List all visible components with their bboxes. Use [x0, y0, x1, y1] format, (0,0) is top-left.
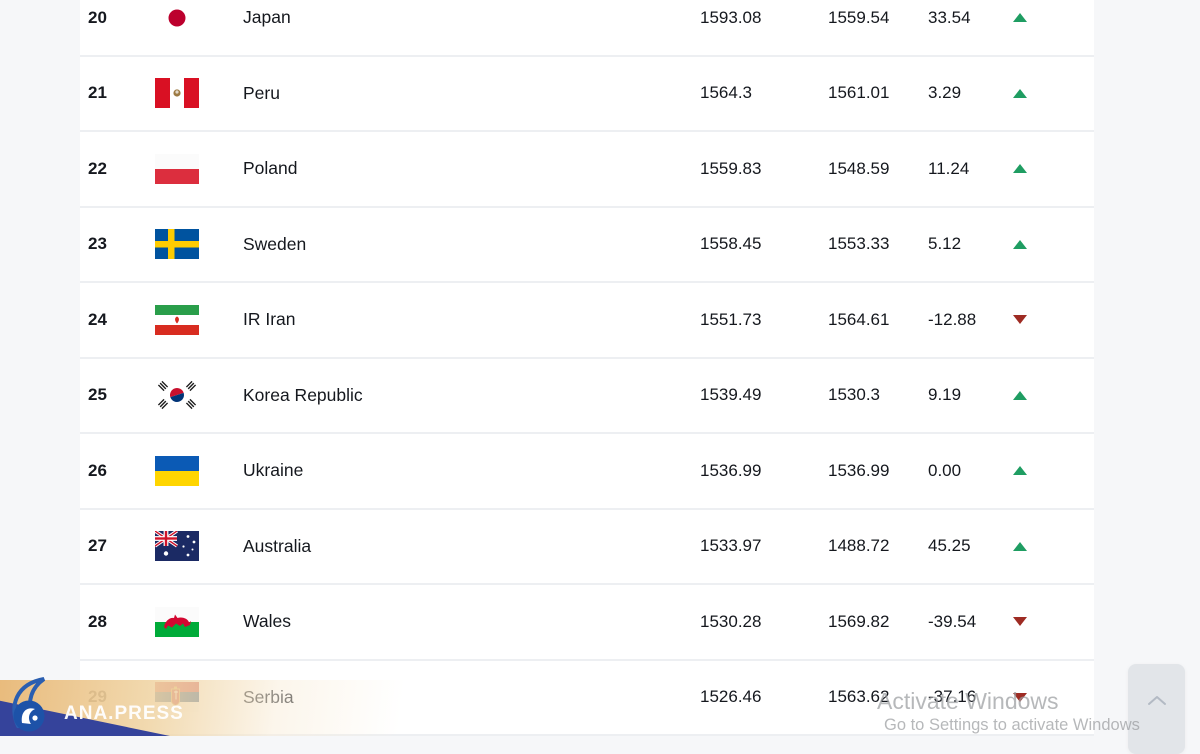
country-name: Australia — [243, 535, 312, 556]
wales-flag-icon — [155, 606, 199, 637]
ukraine-flag-icon — [155, 455, 199, 486]
country-name: Peru — [243, 82, 280, 103]
prev-points-cell: 1536.99 — [828, 460, 890, 480]
chevron-up-icon — [1147, 696, 1166, 705]
country-name: Ukraine — [243, 460, 304, 481]
korea-republic-flag-icon — [155, 380, 199, 411]
country-name: Serbia — [243, 686, 294, 707]
points-cell: 1536.99 — [700, 460, 762, 480]
table-row[interactable]: 24 IR Iran 1551.73 1564.61 -12.88 — [80, 283, 1094, 359]
rank-cell: 22 — [88, 158, 107, 178]
japan-flag-icon — [155, 2, 199, 33]
country-name: IR Iran — [243, 309, 296, 330]
change-cell: 9.19 — [928, 385, 962, 405]
prev-points-cell: 1548.59 — [828, 158, 890, 178]
points-cell: 1551.73 — [700, 309, 762, 329]
table-row[interactable]: 28 Wales 1530.28 1569.82 -39.54 — [80, 585, 1094, 661]
trend-arrow-icon — [1013, 692, 1027, 702]
prev-points-cell: 1530.3 — [828, 385, 880, 405]
points-cell: 1593.08 — [700, 7, 762, 27]
country-name: Japan — [243, 7, 291, 28]
trend-arrow-icon — [1013, 315, 1027, 325]
rank-cell: 28 — [88, 611, 107, 631]
poland-flag-icon — [155, 153, 199, 184]
prev-points-cell: 1561.01 — [828, 83, 890, 103]
points-cell: 1559.83 — [700, 158, 762, 178]
table-row[interactable]: 25 Korea Republic 1539.49 1530.3 9.19 — [80, 358, 1094, 434]
change-cell: -37.16 — [928, 687, 977, 707]
iran-flag-icon — [155, 304, 199, 335]
table-row[interactable]: 26 Ukraine 1536.99 1536.99 0.00 — [80, 434, 1094, 510]
change-cell: -39.54 — [928, 611, 977, 631]
trend-arrow-icon — [1013, 164, 1027, 174]
rank-cell: 21 — [88, 83, 107, 103]
change-cell: 33.54 — [928, 7, 971, 27]
prev-points-cell: 1559.54 — [828, 7, 890, 27]
fifa-ranking-table: 20 Japan 1593.08 1559.54 33.54 21 Peru 1… — [80, 0, 1094, 736]
trend-arrow-icon — [1013, 239, 1027, 249]
points-cell: 1539.49 — [700, 385, 762, 405]
table-row[interactable]: 27 Australia 1533.97 1488.72 45.25 — [80, 509, 1094, 585]
rank-cell: 26 — [88, 460, 107, 480]
rank-cell: 29 — [88, 687, 107, 707]
points-cell: 1530.28 — [700, 611, 762, 631]
trend-arrow-icon — [1013, 541, 1027, 551]
table-row[interactable]: 20 Japan 1593.08 1559.54 33.54 — [80, 0, 1094, 57]
country-name: Sweden — [243, 233, 307, 254]
serbia-flag-icon — [155, 682, 199, 713]
trend-arrow-icon — [1013, 13, 1027, 23]
scroll-to-top-button[interactable] — [1128, 664, 1185, 754]
change-cell: 0.00 — [928, 460, 962, 480]
prev-points-cell: 1569.82 — [828, 611, 890, 631]
prev-points-cell: 1553.33 — [828, 234, 890, 254]
rank-cell: 24 — [88, 309, 107, 329]
trend-arrow-icon — [1013, 466, 1027, 476]
points-cell: 1564.3 — [700, 83, 752, 103]
points-cell: 1558.45 — [700, 234, 762, 254]
rank-cell: 27 — [88, 536, 107, 556]
table-row[interactable]: 23 Sweden 1558.45 1553.33 5.12 — [80, 207, 1094, 283]
rank-cell: 25 — [88, 385, 107, 405]
change-cell: -12.88 — [928, 309, 977, 329]
prev-points-cell: 1488.72 — [828, 536, 890, 556]
table-row[interactable]: 22 Poland 1559.83 1548.59 11.24 — [80, 132, 1094, 208]
prev-points-cell: 1563.62 — [828, 687, 890, 707]
sweden-flag-icon — [155, 229, 199, 260]
change-cell: 3.29 — [928, 83, 962, 103]
change-cell: 5.12 — [928, 234, 962, 254]
points-cell: 1526.46 — [700, 687, 762, 707]
country-name: Poland — [243, 158, 298, 179]
country-name: Wales — [243, 611, 291, 632]
peru-flag-icon — [155, 78, 199, 109]
ana-press-logo-icon — [12, 677, 46, 732]
australia-flag-icon — [155, 531, 199, 562]
table-row[interactable]: 29 Serbia 1526.46 1563.62 -37.16 — [80, 660, 1094, 736]
trend-arrow-icon — [1013, 88, 1027, 98]
points-cell: 1533.97 — [700, 536, 762, 556]
table-row[interactable]: 21 Peru 1564.3 1561.01 3.29 — [80, 56, 1094, 132]
rank-cell: 20 — [88, 7, 107, 27]
change-cell: 45.25 — [928, 536, 971, 556]
trend-arrow-icon — [1013, 390, 1027, 400]
rank-cell: 23 — [88, 234, 107, 254]
prev-points-cell: 1564.61 — [828, 309, 890, 329]
trend-arrow-icon — [1013, 617, 1027, 627]
country-name: Korea Republic — [243, 384, 363, 405]
change-cell: 11.24 — [928, 158, 970, 178]
